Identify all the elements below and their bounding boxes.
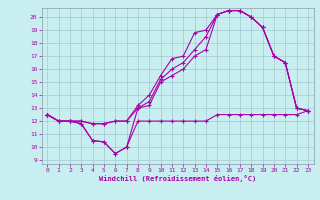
X-axis label: Windchill (Refroidissement éolien,°C): Windchill (Refroidissement éolien,°C) <box>99 175 256 182</box>
